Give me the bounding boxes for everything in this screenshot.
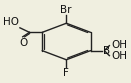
Text: OH: OH: [111, 51, 127, 61]
Text: HO: HO: [3, 17, 19, 27]
Text: B: B: [102, 46, 110, 56]
Text: Br: Br: [60, 5, 72, 15]
Text: O: O: [19, 38, 28, 48]
Text: OH: OH: [111, 40, 127, 50]
Text: F: F: [63, 68, 69, 78]
